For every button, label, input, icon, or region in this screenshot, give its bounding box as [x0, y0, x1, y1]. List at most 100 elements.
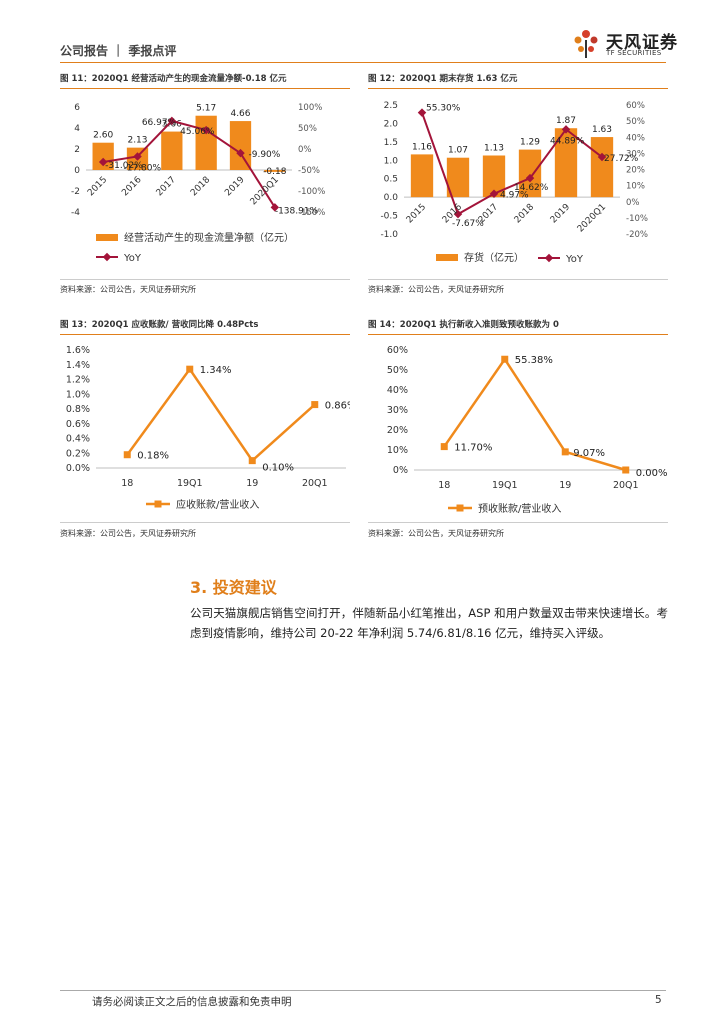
y-left-tick-label: -0.5 — [380, 212, 398, 222]
y-right-tick-label: 0% — [298, 145, 312, 155]
yoy-value-label: 66.97% — [142, 118, 177, 128]
legend-line-marker — [544, 253, 554, 263]
figure-12-source: 资料来源：公司公告，天风证券研究所 — [368, 285, 504, 294]
investment-advice-paragraph: 公司天猫旗舰店销售空间打开，伴随新品小红笔推出，ASP 和用户数量双击带来快速增… — [190, 606, 668, 640]
bar-value-label: 2.13 — [127, 136, 147, 146]
x-tick-label: 18 — [438, 480, 450, 491]
y-left-tick-label: 0 — [74, 166, 80, 176]
figure-14-title: 图 14：2020Q1 执行新收入准则致预收账款为 0 — [368, 320, 559, 330]
y-right-tick-label: 50% — [298, 124, 317, 134]
yoy-marker — [453, 209, 463, 219]
bar-value-label: 1.63 — [592, 125, 612, 135]
y-tick-label: 1.6% — [66, 345, 90, 356]
yoy-value-label: -138.91% — [275, 206, 319, 216]
yoy-value-label: 44.89% — [550, 136, 585, 146]
y-tick-label: 40% — [387, 385, 408, 396]
y-left-tick-label: -1.0 — [380, 230, 398, 240]
y-tick-label: 1.2% — [66, 375, 90, 386]
figure-13-source: 资料来源：公司公告，天风证券研究所 — [60, 529, 196, 538]
y-tick-label: 0.6% — [66, 419, 90, 430]
y-tick-label: 1.0% — [66, 389, 90, 400]
yoy-value-label: -7.67% — [452, 219, 484, 229]
ratio-value-label: 0.18% — [137, 451, 169, 462]
legend-line-label: YoY — [123, 253, 142, 264]
yoy-marker — [98, 157, 108, 167]
y-tick-label: 0% — [393, 465, 408, 476]
bar-value-label: 1.87 — [556, 116, 576, 126]
logo-english: TF SECURITIES — [606, 49, 662, 57]
ratio-value-label: 0.00% — [636, 468, 668, 479]
x-tick-label: 19 — [246, 478, 258, 489]
bar-value-label: -0.18 — [263, 167, 287, 177]
bar — [410, 154, 434, 198]
x-tick-label: 2020Q1 — [576, 202, 608, 234]
y-right-tick-label: 30% — [626, 149, 645, 159]
y-tick-label: 50% — [387, 365, 408, 376]
x-tick-label: 2019 — [549, 202, 572, 225]
legend-bar-label: 经营活动产生的现金流量净额（亿元） — [124, 231, 294, 244]
ratio-marker — [311, 401, 319, 409]
footer-divider — [60, 990, 666, 991]
legend-marker — [456, 504, 464, 512]
y-left-tick-label: 4 — [74, 124, 80, 134]
figure-12-bottom-rule — [368, 279, 668, 280]
y-left-tick-label: -4 — [71, 208, 80, 218]
figure-14-bottom-rule — [368, 522, 668, 523]
figure-14-top-rule — [368, 334, 668, 335]
y-left-tick-label: 2 — [74, 145, 80, 155]
x-tick-label: 2017 — [477, 202, 500, 225]
company-logo: 天风证券 TF SECURITIES — [568, 26, 678, 62]
y-left-tick-label: 1.5 — [384, 138, 398, 148]
y-right-tick-label: -100% — [298, 187, 325, 197]
figure-12-title: 图 12：2020Q1 期末存货 1.63 亿元 — [368, 74, 518, 84]
y-right-tick-label: -10% — [626, 214, 648, 224]
ratio-value-label: 0.10% — [262, 463, 294, 474]
ratio-marker — [561, 448, 569, 456]
footer-disclaimer: 请务必阅读正文之后的信息披露和免责申明 — [92, 996, 292, 1008]
bar-value-label: 2.60 — [93, 131, 113, 141]
bar — [161, 131, 183, 170]
ratio-marker — [622, 466, 630, 474]
y-right-tick-label: -150% — [298, 208, 325, 218]
yoy-marker — [270, 203, 280, 212]
header-divider — [60, 62, 666, 63]
bar — [590, 137, 614, 198]
y-tick-label: 0.4% — [66, 434, 90, 445]
yoy-marker — [417, 108, 427, 117]
yoy-marker — [236, 148, 245, 158]
legend-label: 预收账款/营业收入 — [478, 502, 561, 515]
y-right-tick-label: -20% — [626, 230, 648, 240]
x-tick-label: 19Q1 — [177, 478, 203, 489]
figure-13-bottom-rule — [60, 522, 350, 523]
x-tick-label: 2019 — [223, 175, 246, 198]
y-tick-label: 1.4% — [66, 360, 90, 371]
yoy-line — [421, 112, 603, 216]
bar — [195, 115, 217, 170]
x-tick-label: 2016 — [120, 175, 143, 198]
y-right-tick-label: 20% — [626, 166, 645, 176]
x-tick-label: 18 — [121, 478, 133, 489]
legend-marker — [154, 500, 162, 508]
legend-line-label: YoY — [565, 254, 584, 265]
bar — [92, 142, 114, 170]
yoy-value-label: 27.72% — [604, 154, 639, 164]
logo-chinese: 天风证券 — [606, 33, 678, 53]
ratio-marker — [440, 443, 448, 451]
legend-line-marker — [102, 252, 112, 262]
figure-11-title: 图 11：2020Q1 经营活动产生的现金流量净额-0.18 亿元 — [60, 74, 287, 84]
y-tick-label: 0.0% — [66, 463, 90, 474]
bar-value-label: 1.13 — [484, 143, 504, 153]
bar-value-label: 1.07 — [448, 146, 468, 156]
bar-value-label: 1.16 — [412, 142, 432, 152]
x-tick-label: 19Q1 — [492, 480, 518, 491]
x-tick-label: 19 — [559, 480, 571, 491]
ratio-marker — [123, 451, 131, 459]
yoy-value-label: 55.30% — [426, 104, 461, 114]
x-tick-label: 2020Q1 — [249, 175, 281, 207]
figure-11-source: 资料来源：公司公告，天风证券研究所 — [60, 285, 196, 294]
page-number: 5 — [655, 994, 662, 1006]
chart-inventory: 2.5 2.0 1.5 1.0 0.5 0.0 -0.5 -1.0 60% 50% 40% 30% 20… — [380, 101, 648, 265]
x-tick-label: 2017 — [155, 175, 178, 198]
flower-logo-icon — [574, 30, 598, 58]
chart-operating-cashflow: 6420-2-4100%50%0%-50%-100%-150%2.602.133… — [71, 103, 325, 264]
